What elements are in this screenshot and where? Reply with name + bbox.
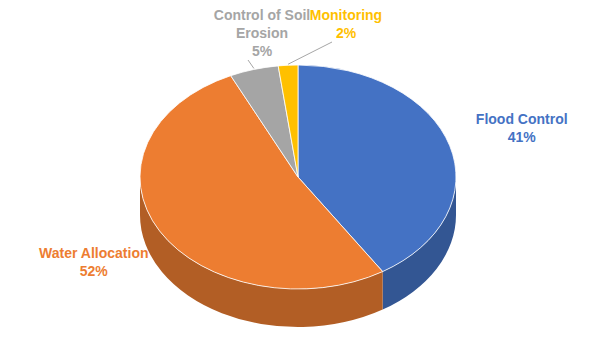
data-label: Monitoring 2% bbox=[310, 7, 382, 41]
data-label: Water Allocation 52% bbox=[39, 245, 148, 279]
data-label: Control of Soil Erosion 5% bbox=[214, 7, 310, 59]
data-label-line: 52% bbox=[80, 263, 109, 279]
data-label-line: Water Allocation bbox=[39, 245, 148, 261]
pie-slice bbox=[278, 65, 298, 177]
data-label: Flood Control 41% bbox=[476, 111, 568, 145]
data-label-line: 5% bbox=[252, 43, 273, 59]
data-label-line: Flood Control bbox=[476, 111, 568, 127]
data-label-line: Erosion bbox=[236, 25, 288, 41]
pie-slice bbox=[231, 66, 298, 177]
chart: Flood Control 41% Water Allocation 52% Contr… bbox=[0, 0, 600, 360]
data-label-line: 2% bbox=[336, 25, 357, 41]
data-labels: Flood Control 41% Water Allocation 52% Contr… bbox=[39, 7, 568, 279]
data-label-line: Control of Soil bbox=[214, 7, 310, 23]
data-label-line: Monitoring bbox=[310, 7, 382, 23]
leader-line bbox=[248, 60, 254, 68]
pie-slices bbox=[140, 65, 456, 289]
data-label-line: 41% bbox=[508, 129, 537, 145]
leader-line bbox=[288, 42, 332, 64]
